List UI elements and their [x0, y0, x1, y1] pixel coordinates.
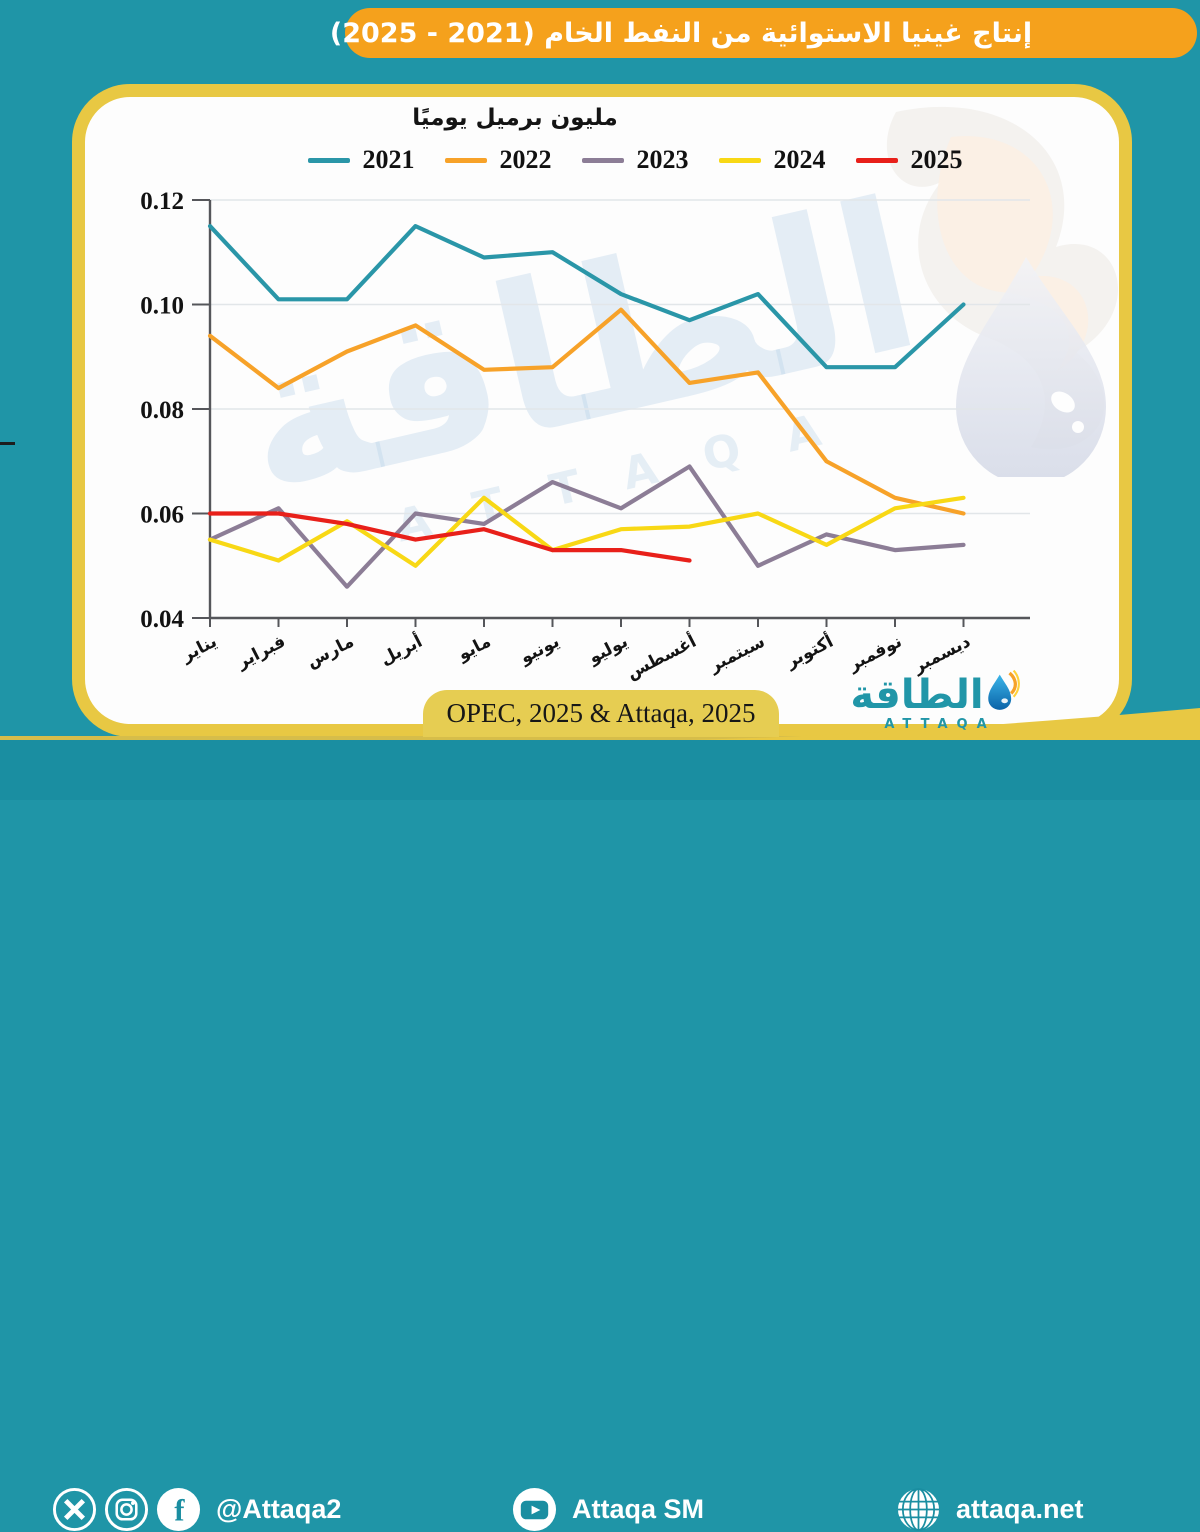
- flame-drop-decoration: [886, 106, 1119, 477]
- y-tick-label: 0.10: [140, 293, 184, 320]
- gold-swoosh: [690, 708, 1200, 740]
- infographic-canvas: إنتاج غينيا الاستوائية من النفط الخام (2…: [0, 8, 1200, 1532]
- legend-item-2023: 2023: [581, 145, 689, 174]
- y-tick-label: 0.06: [140, 502, 184, 529]
- instagram-icon[interactable]: [104, 1487, 149, 1532]
- series-line-2023: [207, 464, 966, 589]
- chart-unit-label: مليون برميل يوميًا: [412, 105, 618, 131]
- attaqa-drop-icon: [987, 669, 1020, 710]
- legend-swatch: [307, 157, 350, 163]
- x-tick-label: أبريل: [376, 630, 425, 670]
- title-banner: إنتاج غينيا الاستوائية من النفط الخام (2…: [330, 8, 1197, 58]
- x-tick-label: أكتوبر: [781, 630, 837, 673]
- legend-label: 2024: [773, 145, 826, 174]
- legend-swatch: [444, 157, 487, 163]
- legend-swatch: [718, 157, 761, 163]
- flame-swirl-peach: [937, 136, 1089, 372]
- chart-card: الطاقة ATTAQA مليون برميل يوميًا 2021 202…: [72, 84, 1132, 737]
- chart-legend: 2021 2022 2023 2024 2025: [265, 147, 1005, 173]
- drop-highlight-dot: [1072, 421, 1084, 433]
- x-tick-label: يوليو: [585, 632, 632, 669]
- logo-latin-text: ATTAQA: [884, 717, 996, 732]
- source-text: OPEC, 2025 & Attaqa, 2025: [446, 698, 756, 728]
- website-group: attaqa.net: [896, 1487, 1084, 1532]
- x-tick-label: أغسطس: [623, 630, 700, 684]
- globe-icon[interactable]: [896, 1487, 941, 1532]
- x-twitter-icon[interactable]: [52, 1487, 97, 1532]
- legend-item-2022: 2022: [444, 145, 552, 174]
- production-line-chart: 0.04 0.06 0.08 0.10 0.12 يناير فبراير مارس أبريل…: [140, 188, 1030, 684]
- x-tick-label: فبراير: [233, 632, 289, 674]
- footer-divider: [0, 736, 1200, 740]
- footer-bar: f @Attaqa2 Attaqa SM attaqa.net: [0, 740, 1200, 1532]
- legend-swatch: [855, 157, 898, 163]
- x-tick-label: مارس: [304, 632, 358, 673]
- drop-highlight: [1051, 391, 1075, 413]
- youtube-group: Attaqa SM: [512, 1487, 704, 1532]
- youtube-channel[interactable]: Attaqa SM: [572, 1494, 705, 1524]
- source-pill: OPEC, 2025 & Attaqa, 2025: [423, 690, 779, 737]
- legend-label: 2022: [499, 145, 552, 174]
- x-tick-label: يونيو: [516, 632, 563, 669]
- series-line-2021: [207, 223, 966, 370]
- legend-label: 2021: [362, 145, 415, 174]
- legend-item-2021: 2021: [307, 145, 415, 174]
- y-tick-label: 0.04: [140, 606, 184, 633]
- logo-arabic-text: الطاقة: [850, 672, 984, 718]
- facebook-icon[interactable]: f: [156, 1487, 201, 1532]
- oil-drop-shape: [956, 257, 1106, 477]
- y-tick-label: 0.08: [140, 397, 184, 424]
- legend-label: 2023: [636, 145, 689, 174]
- website-url[interactable]: attaqa.net: [956, 1494, 1084, 1524]
- youtube-icon[interactable]: [512, 1487, 557, 1532]
- x-tick-label: مايو: [454, 632, 494, 666]
- series-line-2024: [207, 495, 966, 568]
- series-line-2025: [207, 511, 692, 563]
- x-tick-label: يناير: [178, 632, 221, 667]
- y-tick-label: 0.12: [140, 188, 184, 215]
- series-line-2022: [207, 307, 966, 516]
- legend-label: 2025: [910, 145, 963, 174]
- social-handle[interactable]: @Attaqa2: [216, 1494, 342, 1524]
- legend-item-2025: 2025: [855, 145, 963, 174]
- attaqa-logo: الطاقة ATTAQA: [843, 668, 1028, 732]
- svg-text:f: f: [174, 1493, 185, 1527]
- x-tick-label: سبتمبر: [705, 632, 768, 677]
- legend-swatch: [581, 157, 624, 163]
- legend-item-2024: 2024: [718, 145, 826, 174]
- social-links-group: f @Attaqa2: [52, 1487, 341, 1532]
- page-title: إنتاج غينيا الاستوائية من النفط الخام (2…: [329, 17, 1033, 49]
- left-edge-dash: [0, 442, 15, 445]
